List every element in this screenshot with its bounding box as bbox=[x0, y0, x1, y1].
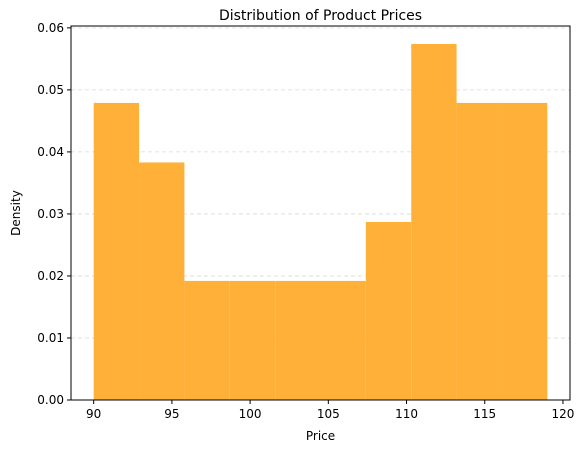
histogram-bar bbox=[275, 281, 320, 400]
histogram-bar bbox=[184, 281, 229, 400]
y-tick-label: 0.06 bbox=[37, 21, 64, 35]
x-tick-label: 120 bbox=[552, 407, 575, 421]
chart-title: Distribution of Product Prices bbox=[219, 8, 422, 24]
y-tick-label: 0.00 bbox=[37, 393, 64, 407]
x-axis-label: Price bbox=[306, 429, 335, 443]
histogram-bar bbox=[502, 103, 547, 400]
y-tick-label: 0.02 bbox=[37, 269, 64, 283]
histogram-bar bbox=[366, 222, 411, 400]
x-tick-label: 100 bbox=[239, 407, 262, 421]
x-tick-label: 115 bbox=[473, 407, 496, 421]
histogram-bar bbox=[321, 281, 366, 400]
x-axis-ticks: 90 95 100 105 110 115 120 bbox=[86, 400, 574, 421]
histogram-bar bbox=[457, 103, 502, 400]
histogram-bar bbox=[230, 281, 275, 400]
histogram-bar bbox=[411, 44, 456, 400]
y-axis-ticks: 0.00 0.01 0.02 0.03 0.04 0.05 0.06 bbox=[37, 21, 71, 407]
y-tick-label: 0.04 bbox=[37, 145, 64, 159]
y-axis-label: Density bbox=[9, 190, 23, 236]
x-tick-label: 95 bbox=[164, 407, 179, 421]
x-tick-label: 105 bbox=[317, 407, 340, 421]
bars-layer bbox=[94, 44, 548, 400]
histogram-bar bbox=[139, 162, 184, 400]
y-tick-label: 0.05 bbox=[37, 83, 64, 97]
histogram-bar bbox=[94, 103, 139, 400]
y-tick-label: 0.01 bbox=[37, 331, 64, 345]
x-tick-label: 90 bbox=[86, 407, 101, 421]
x-tick-label: 110 bbox=[395, 407, 418, 421]
y-tick-label: 0.03 bbox=[37, 207, 64, 221]
